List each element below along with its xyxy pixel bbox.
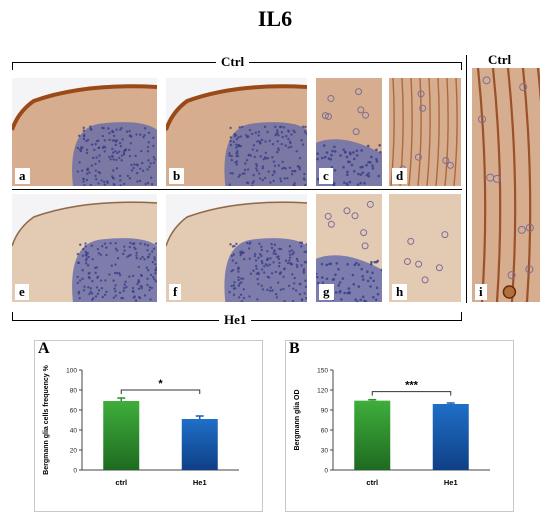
y-tick-label: 80 [70, 388, 78, 395]
category-label: He1 [444, 478, 458, 487]
panel-label: e [15, 284, 29, 300]
chart-a-letter: A [38, 340, 50, 357]
micrograph-d: d [389, 78, 461, 186]
y-tick-label: 60 [321, 428, 329, 435]
panel-label: b [169, 168, 185, 184]
y-tick-label: 60 [70, 408, 78, 415]
figure-title: IL6 [257, 6, 293, 31]
ctrl-bracket-left-tick [12, 62, 13, 70]
y-tick-label: 120 [317, 388, 328, 395]
he1-bracket-right-tick [461, 312, 462, 321]
chart-a: 0 20 40 60 80 100 Bergmann glia cells frequenc… [43, 364, 239, 487]
significance-marker: *** [405, 380, 419, 392]
panel-label: d [392, 168, 408, 184]
he1-group-label: He1 [219, 312, 252, 328]
panel-label: a [15, 168, 30, 184]
y-tick-label: 40 [70, 428, 78, 435]
y-tick-label: 20 [70, 448, 78, 455]
panel-label: g [319, 284, 334, 300]
significance-bracket [120, 389, 201, 394]
ctrl-right-label: Ctrl [483, 52, 517, 68]
significance-bracket [371, 391, 452, 396]
y-tick-label: 30 [321, 448, 329, 455]
micrograph-texture [166, 194, 307, 302]
micrograph-texture [472, 68, 540, 302]
bar-he1 [181, 419, 218, 470]
micrograph-g: g [316, 194, 382, 302]
vertical-separator [466, 55, 467, 303]
micrograph-e: e [12, 194, 157, 302]
row-separator [12, 189, 462, 190]
micrograph-f: f [166, 194, 307, 302]
chart-b: 0 30 60 90 120 150 Bergmann glia OD ctrl He1 *** [294, 368, 490, 487]
y-axis-label: Bergmann glia cells frequency % [43, 364, 50, 474]
panel-label: h [392, 284, 408, 300]
bar-ctrl [354, 400, 391, 470]
micrograph-i: i [472, 68, 540, 302]
micrograph-texture [316, 194, 382, 302]
category-label: He1 [193, 478, 207, 487]
y-tick-label: 0 [324, 468, 328, 475]
micrograph-h: h [389, 194, 461, 302]
y-tick-label: 100 [66, 368, 77, 375]
micrograph-texture [166, 78, 307, 186]
micrograph-texture [12, 78, 157, 186]
significance-marker: * [158, 378, 163, 390]
chart-b-letter: B [289, 340, 300, 357]
y-tick-label: 150 [317, 368, 328, 375]
chart-b-frame [285, 340, 514, 512]
he1-bracket-left-tick [12, 312, 13, 321]
category-label: ctrl [115, 478, 127, 487]
ctrl-bracket-right-tick [461, 62, 462, 70]
panel-label: c [319, 168, 333, 184]
y-tick-label: 0 [73, 468, 77, 475]
panel-label: f [169, 284, 182, 300]
y-tick-label: 90 [321, 408, 329, 415]
micrograph-a: a [12, 78, 157, 186]
micrograph-b: b [166, 78, 307, 186]
bar-ctrl [103, 401, 140, 470]
y-axis-label: Bergmann glia OD [294, 389, 301, 450]
panel-label: i [475, 284, 487, 300]
bar-he1 [432, 404, 469, 470]
micrograph-texture [12, 194, 157, 302]
micrograph-c: c [316, 78, 382, 186]
category-label: ctrl [366, 478, 378, 487]
chart-a-frame [34, 340, 263, 512]
ctrl-group-label: Ctrl [216, 54, 250, 70]
